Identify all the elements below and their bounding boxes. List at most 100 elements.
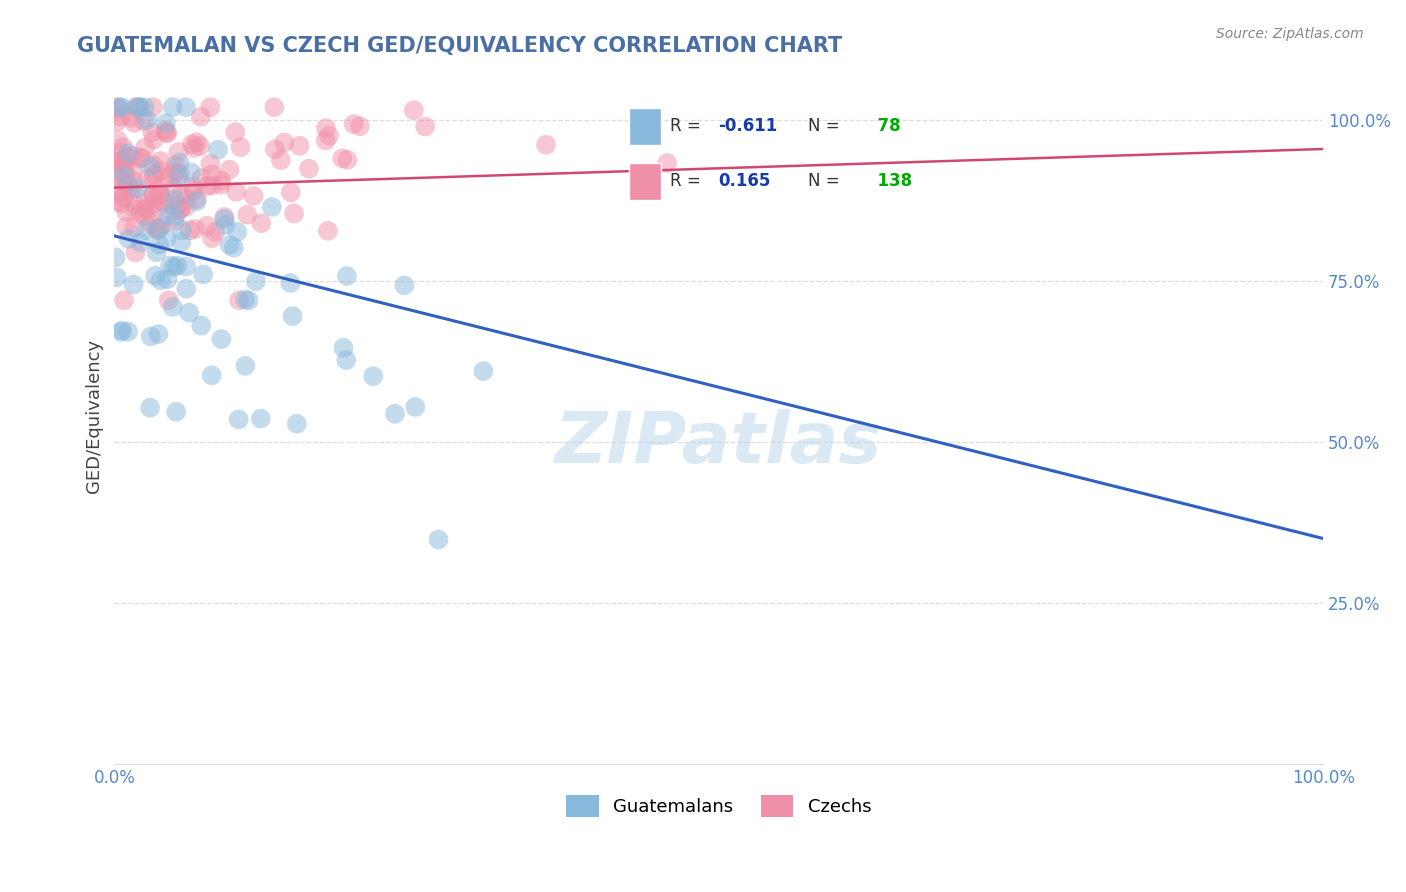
Point: [108, 103, 131, 117]
Point: [413, 120, 436, 134]
Point: [155, 116, 177, 130]
Point: [132, 114, 155, 128]
Point: [201, 231, 224, 245]
Point: [127, 181, 149, 195]
Point: [174, 282, 197, 296]
Point: [120, 111, 142, 125]
Point: [280, 186, 302, 200]
Point: [111, 140, 134, 154]
Point: [142, 158, 165, 172]
Point: [226, 225, 249, 239]
Point: [112, 156, 135, 170]
Point: [162, 300, 184, 314]
Point: [129, 235, 152, 250]
Point: [201, 178, 224, 193]
Point: [204, 225, 226, 239]
Point: [166, 259, 188, 273]
Point: [165, 405, 187, 419]
Point: [153, 196, 176, 211]
Point: [128, 100, 150, 114]
Point: [108, 186, 131, 201]
Point: [315, 121, 337, 136]
Point: [117, 232, 139, 246]
Point: [195, 178, 218, 193]
Point: [134, 100, 156, 114]
Point: [165, 158, 187, 172]
Point: [149, 273, 172, 287]
Point: [157, 293, 180, 308]
Point: [336, 268, 359, 283]
Legend: Guatemalans, Czechs: Guatemalans, Czechs: [560, 788, 879, 824]
Point: [131, 151, 153, 165]
Point: [143, 268, 166, 283]
Point: [122, 149, 145, 163]
Point: [250, 216, 273, 230]
Point: [115, 219, 138, 234]
Point: [165, 164, 187, 178]
Point: [117, 146, 139, 161]
Point: [174, 193, 197, 207]
Point: [139, 401, 162, 415]
Point: [141, 125, 163, 139]
Point: [200, 100, 222, 114]
Point: [184, 222, 207, 236]
Point: [110, 110, 132, 124]
Point: [281, 309, 304, 323]
Point: [105, 114, 128, 128]
Point: [181, 179, 204, 194]
Point: [285, 417, 308, 431]
Point: [105, 270, 128, 285]
Point: [179, 305, 201, 319]
Point: [228, 293, 250, 308]
Point: [117, 150, 139, 164]
Point: [136, 171, 159, 186]
Point: [209, 332, 232, 346]
Point: [273, 136, 295, 150]
Point: [384, 407, 406, 421]
Point: [135, 223, 157, 237]
Point: [402, 103, 425, 118]
Point: [143, 168, 166, 182]
Point: [115, 151, 138, 165]
Point: [315, 134, 337, 148]
Point: [108, 100, 131, 114]
Point: [156, 272, 179, 286]
Point: [124, 202, 146, 217]
Point: [146, 183, 169, 197]
Point: [186, 194, 208, 209]
Point: [190, 318, 212, 333]
Point: [229, 140, 252, 154]
Point: [142, 133, 165, 147]
Point: [264, 142, 287, 156]
Point: [128, 100, 150, 114]
Point: [195, 219, 218, 233]
Point: [169, 167, 191, 181]
Point: [180, 165, 202, 179]
Point: [283, 206, 305, 220]
Point: [361, 369, 384, 384]
Point: [107, 133, 129, 147]
Point: [122, 183, 145, 197]
Point: [655, 156, 678, 170]
Point: [163, 214, 186, 228]
Point: [218, 162, 240, 177]
Point: [156, 169, 179, 184]
Point: [200, 157, 222, 171]
Point: [136, 112, 159, 127]
Point: [104, 178, 127, 193]
Point: [142, 187, 165, 202]
Text: GUATEMALAN VS CZECH GED/EQUIVALENCY CORRELATION CHART: GUATEMALAN VS CZECH GED/EQUIVALENCY CORR…: [77, 36, 842, 55]
Point: [105, 100, 128, 114]
Point: [163, 260, 186, 274]
Point: [125, 100, 148, 114]
Point: [124, 220, 146, 235]
Point: [190, 171, 212, 186]
Point: [134, 141, 156, 155]
Point: [170, 187, 193, 202]
Point: [222, 241, 245, 255]
Point: [118, 183, 141, 197]
Point: [245, 274, 267, 288]
Point: [149, 187, 172, 202]
Point: [146, 223, 169, 237]
Point: [145, 222, 167, 236]
